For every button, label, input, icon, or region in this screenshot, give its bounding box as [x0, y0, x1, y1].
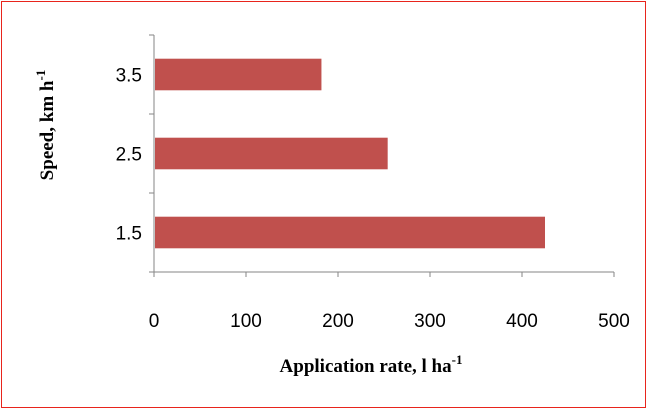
x-tick-label: 100	[230, 311, 262, 332]
bar-speed-1-5	[155, 216, 545, 249]
x-tick-label: 200	[322, 311, 354, 332]
bar-speed-2-5	[155, 137, 388, 170]
x-tick-label: 300	[414, 311, 446, 332]
x-axis-title: Application rate, l ha-1	[280, 352, 463, 377]
x-tick-label: 400	[506, 311, 538, 332]
y-axis-title: Speed, km h-1	[33, 70, 58, 181]
y-tick-label: 1.5	[116, 224, 142, 245]
y-tick-label: 3.5	[116, 66, 142, 87]
x-tick-label: 0	[149, 311, 160, 332]
x-tick-label: 500	[598, 311, 630, 332]
y-tick-label: 2.5	[116, 145, 142, 166]
bar-speed-3-5	[155, 58, 322, 91]
